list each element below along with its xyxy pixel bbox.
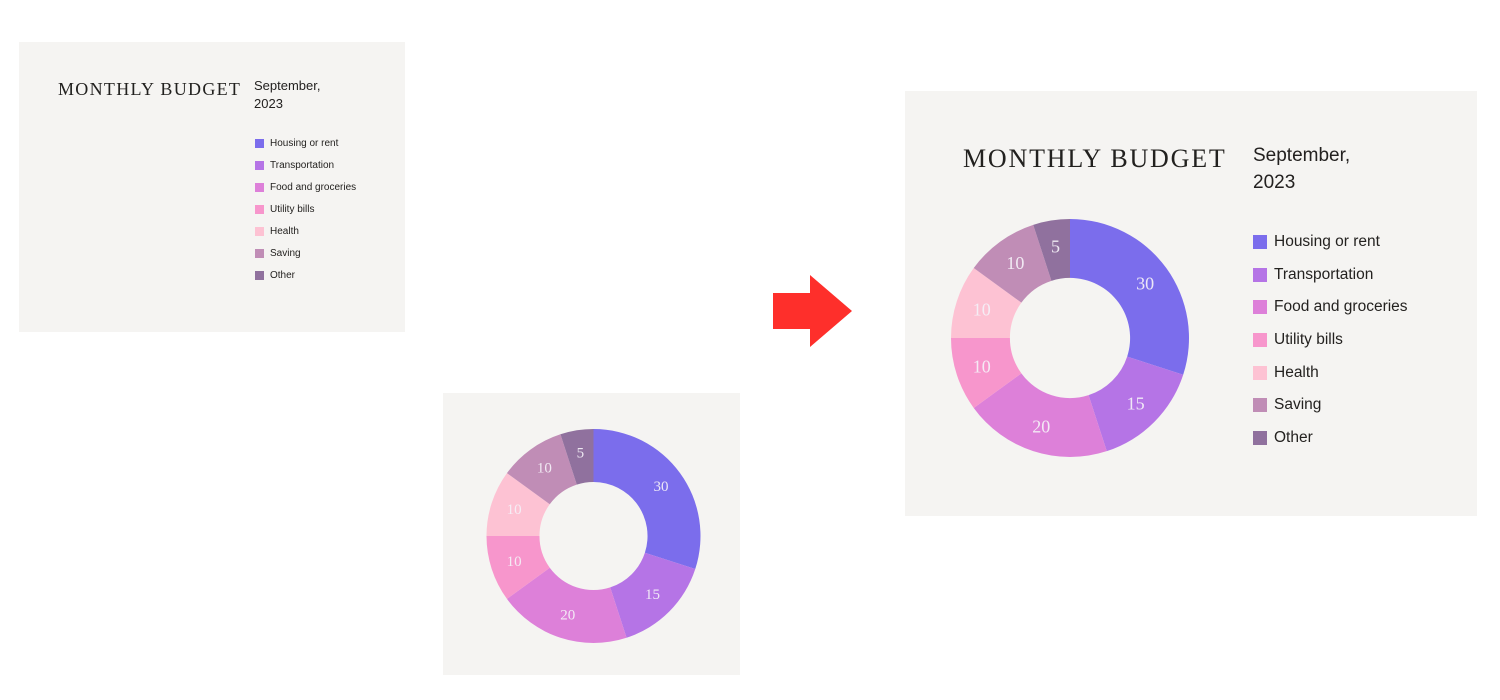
legend-swatch-icon [255, 183, 264, 192]
legend-swatch-icon [255, 205, 264, 214]
donut-slice [1033, 219, 1070, 281]
donut-slice-label: 30 [1136, 273, 1154, 293]
card-date-month: September, [1253, 145, 1351, 166]
card-date-month: September, [254, 78, 321, 93]
legend-label: Other [270, 270, 296, 281]
donut-slice [486, 473, 550, 536]
legend-label: Food and groceries [270, 182, 357, 193]
donut-slice [1088, 356, 1184, 452]
donut-slice [506, 434, 577, 505]
donut-slice-label: 10 [507, 502, 522, 518]
legend-item: Food and groceries [255, 181, 356, 194]
red-arrow-shape [773, 275, 852, 347]
legend-item: Saving [1253, 396, 1408, 414]
legend-swatch-icon [1253, 267, 1267, 282]
legend-item: Housing or rent [1253, 233, 1408, 250]
legend-item: Transportation [255, 159, 356, 172]
card-date-year: 2023 [1253, 171, 1296, 193]
legend-item: Saving [255, 247, 356, 260]
legend-label: Food and groceries [1274, 298, 1408, 316]
donut-slice-label: 10 [507, 554, 522, 570]
donut-slice [973, 224, 1052, 303]
donut-slice [951, 338, 1022, 408]
legend-label: Housing or rent [1274, 233, 1380, 250]
budget-card-chart-only: 30 15 20 10 10 10 5 [443, 393, 740, 675]
legend-label: Utility bills [270, 204, 315, 215]
donut-slice-label: 15 [1127, 394, 1145, 414]
legend-swatch-icon [1253, 333, 1267, 348]
legend-label: Health [270, 226, 299, 237]
card-date: September, 2023 [254, 77, 321, 112]
legend-label: Housing or rent [270, 138, 339, 149]
donut-slice-label: 5 [1051, 236, 1060, 256]
legend-label: Other [1274, 429, 1313, 447]
donut-slice-label: 15 [645, 587, 660, 603]
donut-slice-label: 30 [654, 479, 669, 495]
legend-item: Housing or rent [255, 137, 356, 150]
card-date-year: 2023 [254, 95, 283, 111]
donut-slice [951, 268, 1022, 338]
legend-swatch-icon [255, 249, 264, 258]
donut-slice-label: 5 [577, 446, 585, 462]
donut-slice [593, 429, 701, 570]
donut-slice [973, 373, 1107, 458]
donut-chart: 30 15 20 10 10 10 5 [486, 429, 701, 643]
legend-label: Utility bills [1274, 331, 1343, 349]
legend: Housing or rent Transportation Food and gr… [1253, 233, 1408, 464]
donut-slice-label: 10 [1006, 253, 1024, 273]
budget-card-combined: MONTHLY BUDGET September, 2023 30 15 20 10 1… [905, 91, 1477, 516]
card-date: September, 2023 [1253, 143, 1350, 196]
donut-slice-label: 10 [973, 357, 991, 377]
legend-item: Utility bills [1253, 331, 1408, 349]
donut-slice [506, 567, 627, 643]
donut-slice-label: 20 [560, 607, 575, 623]
budget-card-legend-only: MONTHLY BUDGET September, 2023 Housing o… [19, 42, 405, 332]
red-arrow-icon [773, 275, 852, 347]
legend-item: Health [1253, 363, 1408, 381]
legend-swatch-icon [1253, 300, 1267, 315]
donut-slice [610, 552, 696, 638]
legend-label: Health [1274, 363, 1319, 381]
card-title: MONTHLY BUDGET [58, 79, 242, 99]
donut-slice [560, 429, 594, 485]
legend-item: Utility bills [255, 203, 356, 216]
legend-label: Saving [1274, 396, 1322, 414]
legend-swatch-icon [1253, 398, 1267, 413]
donut-slice-label: 10 [537, 461, 552, 477]
legend-swatch-icon [1253, 235, 1267, 249]
legend-item: Health [255, 225, 356, 238]
legend-swatch-icon [255, 139, 264, 148]
donut-slice [486, 536, 550, 599]
legend-swatch-icon [255, 227, 264, 236]
legend-swatch-icon [255, 271, 264, 280]
legend-label: Transportation [270, 160, 335, 171]
legend-item: Transportation [1253, 265, 1408, 283]
donut-slice [1070, 219, 1190, 375]
legend-item: Other [255, 269, 356, 282]
legend-item: Other [1253, 429, 1408, 447]
legend-swatch-icon [255, 161, 264, 170]
legend-swatch-icon [1253, 431, 1267, 446]
legend-label: Transportation [1274, 265, 1374, 283]
donut-slice-label: 20 [1032, 416, 1050, 436]
legend-label: Saving [270, 248, 301, 259]
card-title: MONTHLY BUDGET [963, 144, 1227, 173]
legend: Housing or rent Transportation Food and gr… [255, 137, 356, 291]
legend-swatch-icon [1253, 365, 1267, 380]
legend-item: Food and groceries [1253, 298, 1408, 316]
donut-chart: 30 15 20 10 10 10 5 [951, 219, 1190, 458]
donut-slice-label: 10 [973, 299, 991, 319]
